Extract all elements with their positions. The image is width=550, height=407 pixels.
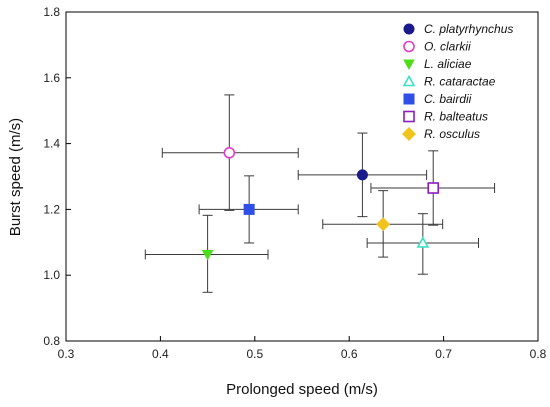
legend-label: R. balteatus — [424, 110, 488, 124]
data-point — [201, 249, 214, 261]
markers-layer — [201, 147, 440, 261]
legend-marker — [402, 74, 416, 87]
legend-label: C. platyrhynchus — [424, 22, 513, 36]
legend-marker — [402, 127, 416, 141]
x-tick-label: 0.5 — [246, 347, 263, 361]
x-axis-label: Prolonged speed (m/s) — [226, 381, 378, 398]
legend-label: R. cataractae — [424, 75, 496, 89]
data-point — [223, 147, 236, 159]
legend-label: R. osculus — [424, 127, 480, 141]
legend-marker — [403, 59, 415, 71]
x-tick-label: 0.4 — [152, 347, 169, 361]
data-point — [243, 203, 255, 215]
x-tick-label: 0.3 — [58, 347, 75, 361]
y-tick-label: 1.0 — [43, 268, 60, 282]
x-tick-label: 0.8 — [530, 347, 547, 361]
legend-label: O. clarkii — [424, 40, 471, 54]
data-point — [376, 217, 391, 232]
y-tick-label: 1.8 — [43, 5, 60, 19]
y-tick-label: 1.2 — [43, 202, 60, 216]
legend-marker — [403, 23, 415, 35]
legend-marker — [403, 93, 415, 105]
legend: C. platyrhynchus O. clarkii L. aliciae R. c… — [402, 22, 513, 141]
x-tick-label: 0.6 — [341, 347, 358, 361]
legend-marker — [403, 110, 415, 123]
y-tick-label: 0.8 — [43, 334, 60, 348]
data-point — [427, 182, 440, 194]
data-point — [416, 236, 430, 248]
ticks-layer: 0.3 0.4 0.5 0.6 0.7 0.8 0.8 1.0 1.2 1.4 1.6 1.8 — [43, 5, 546, 361]
legend-marker — [403, 40, 415, 53]
data-point — [356, 169, 368, 181]
legend-label: C. bairdii — [424, 92, 472, 106]
y-tick-label: 1.6 — [43, 71, 60, 85]
y-tick-label: 1.4 — [43, 137, 60, 151]
y-axis-label: Burst speed (m/s) — [7, 118, 24, 236]
x-tick-label: 0.7 — [435, 347, 452, 361]
legend-label: L. aliciae — [424, 57, 472, 71]
plot-frame — [65, 11, 539, 342]
